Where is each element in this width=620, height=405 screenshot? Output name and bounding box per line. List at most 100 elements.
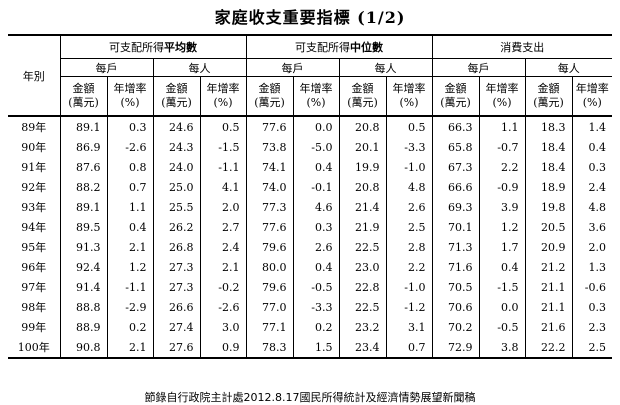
table-row: 89年 89.1 0.3 24.6 0.5 77.6 0.0 20.8 0.5 66.3 1.1 18…: [8, 116, 612, 137]
amount-cell: 21.2: [524, 257, 572, 277]
year-cell: 92年: [8, 177, 61, 197]
amount-cell: 21.6: [524, 317, 572, 337]
growth-rate-cell: 1.2: [106, 257, 153, 277]
column-header-amount: 金額 (萬元): [338, 76, 386, 117]
growth-rate-cell: 0.4: [478, 257, 525, 277]
amount-cell: 70.2: [431, 317, 479, 337]
amount-cell: 22.8: [338, 277, 386, 297]
amount-cell: 88.2: [59, 177, 107, 197]
growth-rate-cell: 1.7: [478, 237, 525, 257]
amount-cell: 19.8: [524, 197, 572, 217]
group-header-disposable-mean: 可支配所得平均數: [59, 34, 246, 59]
amount-cell: 22.5: [338, 297, 386, 317]
amount-cell: 27.4: [152, 317, 200, 337]
table-body: 89年 89.1 0.3 24.6 0.5 77.6 0.0 20.8 0.5 66.3 1.1 18…: [8, 116, 612, 359]
table-row: 99年 88.9 0.2 27.4 3.0 77.1 0.2 23.2 3.1 70.2 -0.5 2…: [8, 317, 612, 337]
amount-cell: 21.4: [338, 197, 386, 217]
growth-rate-cell: 2.1: [106, 337, 153, 359]
growth-rate-cell: 3.9: [478, 197, 525, 217]
amount-cell: 66.3: [431, 116, 479, 137]
growth-rate-cell: 0.2: [106, 317, 153, 337]
growth-rate-cell: 2.5: [571, 337, 612, 359]
growth-rate-cell: 2.4: [199, 237, 246, 257]
amount-cell: 87.6: [59, 157, 107, 177]
growth-rate-cell: 0.9: [199, 337, 246, 359]
growth-rate-cell: -1.1: [199, 157, 246, 177]
amount-cell: 77.1: [245, 317, 293, 337]
year-cell: 89年: [8, 116, 61, 137]
year-cell: 99年: [8, 317, 61, 337]
growth-rate-cell: -1.0: [385, 157, 432, 177]
growth-rate-cell: 3.0: [199, 317, 246, 337]
amount-cell: 77.3: [245, 197, 293, 217]
amount-cell: 20.9: [524, 237, 572, 257]
table-row: 90年 86.9 -2.6 24.3 -1.5 73.8 -5.0 20.1 -3.3 65.8-…: [8, 137, 612, 157]
growth-rate-cell: -0.1: [292, 177, 339, 197]
amount-cell: 26.6: [152, 297, 200, 317]
amount-cell: 22.2: [524, 337, 572, 359]
group-header-emphasis: 平均數: [164, 41, 197, 54]
amount-cell: 90.8: [59, 337, 107, 359]
column-header-growth-rate: 年增率 (%): [292, 76, 339, 117]
group-header-prefix: 可支配所得: [295, 41, 350, 54]
amount-cell: 18.3: [524, 116, 572, 137]
amount-cell: 91.4: [59, 277, 107, 297]
amount-cell: 71.3: [431, 237, 479, 257]
growth-rate-cell: 2.0: [571, 237, 612, 257]
amount-cell: 77.0: [245, 297, 293, 317]
amount-cell: 71.6: [431, 257, 479, 277]
amount-cell: 24.3: [152, 137, 200, 157]
growth-rate-cell: 0.4: [106, 217, 153, 237]
growth-rate-cell: 0.3: [106, 116, 153, 137]
amount-cell: 65.8: [431, 137, 479, 157]
growth-rate-cell: 0.8: [106, 157, 153, 177]
growth-rate-cell: -0.2: [199, 277, 246, 297]
growth-rate-cell: -0.5: [478, 317, 525, 337]
amount-cell: 80.0: [245, 257, 293, 277]
column-header-growth-rate: 年增率 (%): [478, 76, 525, 117]
growth-rate-cell: -0.7: [478, 137, 525, 157]
column-header-growth-rate: 年增率 (%): [199, 76, 246, 117]
year-cell: 90年: [8, 137, 61, 157]
amount-cell: 24.6: [152, 116, 200, 137]
amount-cell: 77.6: [245, 217, 293, 237]
growth-rate-cell: -3.3: [385, 137, 432, 157]
growth-rate-cell: 0.4: [292, 257, 339, 277]
growth-rate-cell: 2.2: [478, 157, 525, 177]
amount-cell: 79.6: [245, 237, 293, 257]
amount-cell: 73.8: [245, 137, 293, 157]
table-row: 95年 91.3 2.1 26.8 2.4 79.6 2.6 22.5 2.8 71.3 1.7 20…: [8, 237, 612, 257]
year-cell: 94年: [8, 217, 61, 237]
growth-rate-cell: -0.5: [292, 277, 339, 297]
amount-cell: 89.1: [59, 116, 107, 137]
amount-cell: 89.5: [59, 217, 107, 237]
table-row: 96年 92.4 1.2 27.3 2.1 80.0 0.4 23.0 2.2 71.6 0.4 21…: [8, 257, 612, 277]
amount-cell: 25.0: [152, 177, 200, 197]
growth-rate-cell: -0.9: [478, 177, 525, 197]
amount-cell: 24.0: [152, 157, 200, 177]
table-row: 94年 89.5 0.4 26.2 2.7 77.6 0.3 21.9 2.5 70.1 1.2 20…: [8, 217, 612, 237]
amount-cell: 23.4: [338, 337, 386, 359]
year-cell: 91年: [8, 157, 61, 177]
table-row: 92年 88.2 0.7 25.0 4.1 74.0 -0.1 20.8 4.8 66.6 -0.9…: [8, 177, 612, 197]
growth-rate-cell: -5.0: [292, 137, 339, 157]
column-header-amount: 金額 (萬元): [245, 76, 293, 117]
amount-cell: 78.3: [245, 337, 293, 359]
column-header-amount: 金額 (萬元): [59, 76, 107, 117]
growth-rate-cell: 2.4: [571, 177, 612, 197]
growth-rate-cell: 4.1: [199, 177, 246, 197]
growth-rate-cell: 2.5: [385, 217, 432, 237]
amount-cell: 66.6: [431, 177, 479, 197]
amount-cell: 21.1: [524, 297, 572, 317]
growth-rate-cell: -1.5: [478, 277, 525, 297]
year-cell: 97年: [8, 277, 61, 297]
amount-cell: 18.4: [524, 137, 572, 157]
subheader-household: 每戶: [245, 58, 339, 77]
growth-rate-cell: 2.1: [199, 257, 246, 277]
growth-rate-cell: 1.2: [478, 217, 525, 237]
growth-rate-cell: 1.3: [571, 257, 612, 277]
growth-rate-cell: 3.1: [385, 317, 432, 337]
year-cell: 98年: [8, 297, 61, 317]
amount-cell: 74.0: [245, 177, 293, 197]
growth-rate-cell: 4.8: [385, 177, 432, 197]
